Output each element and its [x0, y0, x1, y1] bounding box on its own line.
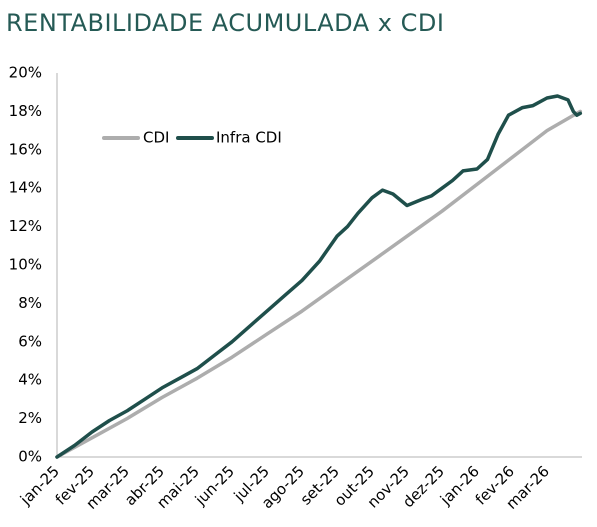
- x-tick-label: jan-25: [16, 462, 63, 509]
- legend-cdi-label: CDI: [143, 129, 169, 147]
- axes: [56, 73, 582, 458]
- x-tick-labels: jan-25fev-25mar-25abr-25mai-25jun-25jul-…: [16, 462, 553, 513]
- y-tick-labels: 0% 2% 4% 6% 8% 10% 12% 14% 16% 18% 20%: [9, 64, 42, 466]
- x-tick-label: jan-26: [436, 462, 483, 509]
- y-tick-label: 14%: [9, 179, 42, 197]
- y-tick-label: 12%: [9, 217, 42, 235]
- chart-title: RENTABILIDADE ACUMULADA x CDI: [6, 9, 445, 37]
- y-tick-label: 4%: [18, 371, 42, 389]
- y-tick-label: 2%: [18, 409, 42, 427]
- y-tick-label: 6%: [18, 332, 42, 350]
- y-tick-label: 0%: [18, 448, 42, 466]
- y-tick-label: 20%: [9, 64, 42, 82]
- x-tick-label: jun-25: [191, 462, 238, 509]
- y-tick-label: 16%: [9, 140, 42, 158]
- y-tick-label: 10%: [9, 256, 42, 274]
- y-tick-label: 18%: [9, 102, 42, 120]
- legend-infra-label: Infra CDI: [216, 129, 282, 147]
- series-layer: [55, 94, 583, 459]
- cdi-series-line: [55, 109, 583, 459]
- y-tick-label: 8%: [18, 294, 42, 312]
- legend: CDI Infra CDI: [102, 129, 282, 147]
- infra-cdi-series-line: [55, 94, 583, 459]
